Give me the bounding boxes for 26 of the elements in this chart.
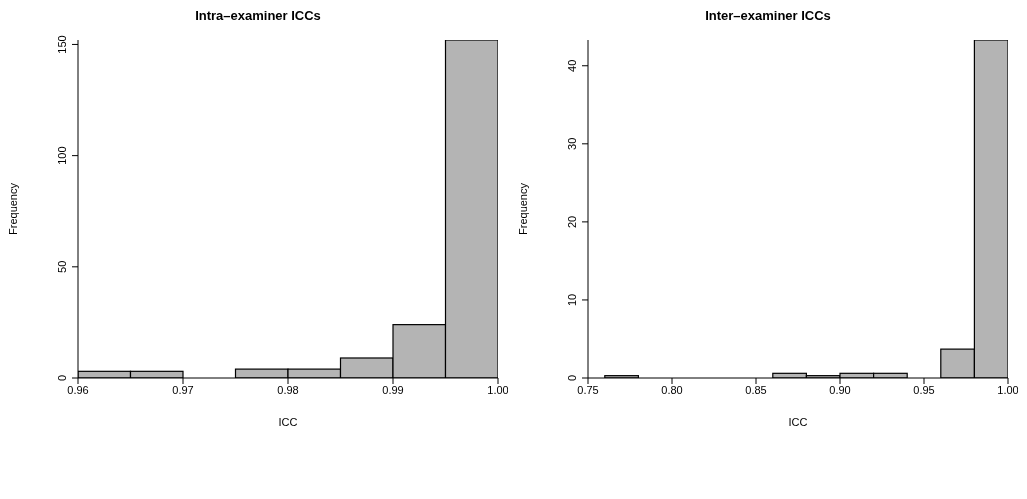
- y-tick-label: 40: [566, 59, 578, 72]
- x-axis-title: ICC: [278, 416, 298, 428]
- y-tick-label: 0: [566, 374, 578, 382]
- y-tick-label: 0: [56, 374, 68, 382]
- y-tick-label: 150: [56, 35, 68, 54]
- y-axis-title: Frequency: [516, 182, 529, 235]
- x-tick-label: 0.97: [172, 383, 194, 396]
- x-tick-label: 0.85: [745, 383, 767, 396]
- x-tick-label: 0.98: [277, 383, 299, 396]
- y-tick-label: 10: [566, 293, 578, 307]
- y-tick-label: 50: [56, 260, 68, 273]
- y-axis-title: Frequency: [6, 182, 19, 235]
- x-tick-label: 0.95: [913, 383, 935, 396]
- x-tick-label: 0.90: [829, 383, 851, 396]
- chart-title: Intra–examiner ICCs: [194, 8, 322, 25]
- x-tick-label: 1.00: [997, 383, 1019, 396]
- x-tick-label: 1.00: [487, 383, 509, 396]
- x-tick-label: 0.96: [67, 383, 89, 396]
- y-tick-label: 30: [566, 137, 578, 150]
- x-tick-label: 0.99: [382, 383, 404, 396]
- y-tick-label: 20: [566, 215, 578, 228]
- y-tick-label: 100: [56, 146, 68, 165]
- x-tick-label: 0.75: [577, 383, 599, 396]
- chart-title: Inter–examiner ICCs: [704, 8, 832, 25]
- x-axis-title: ICC: [788, 416, 808, 428]
- x-tick-label: 0.80: [661, 383, 683, 396]
